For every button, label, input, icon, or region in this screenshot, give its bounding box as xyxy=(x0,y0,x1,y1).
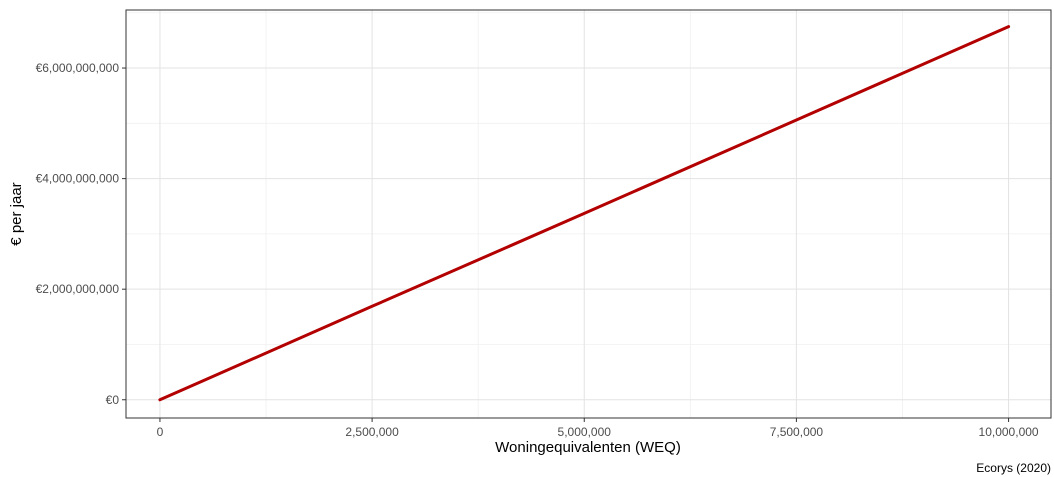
x-tick-label: 10,000,000 xyxy=(979,425,1039,439)
plot-background xyxy=(126,10,1051,418)
y-axis: €0 €2,000,000,000 €4,000,000,000 €6,000,000… xyxy=(36,61,126,407)
series-layer xyxy=(158,25,1011,402)
y-tick-label: €6,000,000,000 xyxy=(36,61,120,75)
y-axis-title: € per jaar xyxy=(8,182,25,245)
x-axis-title: Woningequivalenten (WEQ) xyxy=(495,439,681,456)
major-gridlines xyxy=(126,10,1051,418)
x-tick-label: 0 xyxy=(157,425,164,439)
y-tick-label: €0 xyxy=(106,393,120,407)
y-tick-label: €2,000,000,000 xyxy=(36,282,120,296)
x-axis: 0 2,500,000 5,000,000 7,500,000 10,000,000 xyxy=(157,418,1039,439)
minor-gridlines xyxy=(126,10,1051,418)
x-tick-label: 2,500,000 xyxy=(345,425,399,439)
y-tick-label: €4,000,000,000 xyxy=(36,172,120,186)
source-caption: Ecorys (2020) xyxy=(976,461,1051,475)
series-line xyxy=(158,25,1011,402)
x-tick-label: 5,000,000 xyxy=(558,425,612,439)
x-tick-label: 7,500,000 xyxy=(770,425,824,439)
plot-panel-border xyxy=(125,9,1052,419)
